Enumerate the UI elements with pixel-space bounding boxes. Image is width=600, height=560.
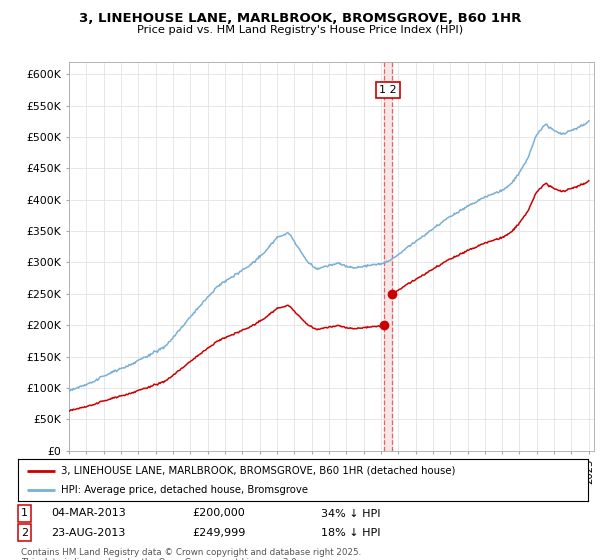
Text: 18% ↓ HPI: 18% ↓ HPI <box>321 528 380 538</box>
Text: £249,999: £249,999 <box>192 528 245 538</box>
Text: Price paid vs. HM Land Registry's House Price Index (HPI): Price paid vs. HM Land Registry's House … <box>137 25 463 35</box>
Text: 2: 2 <box>21 528 28 538</box>
Text: 3, LINEHOUSE LANE, MARLBROOK, BROMSGROVE, B60 1HR: 3, LINEHOUSE LANE, MARLBROOK, BROMSGROVE… <box>79 12 521 25</box>
Text: £200,000: £200,000 <box>192 508 245 519</box>
Text: 1: 1 <box>21 508 28 519</box>
Text: 23-AUG-2013: 23-AUG-2013 <box>51 528 125 538</box>
Text: 1 2: 1 2 <box>379 85 397 95</box>
Bar <box>384 62 392 451</box>
Text: 3, LINEHOUSE LANE, MARLBROOK, BROMSGROVE, B60 1HR (detached house): 3, LINEHOUSE LANE, MARLBROOK, BROMSGROVE… <box>61 465 455 475</box>
Text: 34% ↓ HPI: 34% ↓ HPI <box>321 508 380 519</box>
Text: HPI: Average price, detached house, Bromsgrove: HPI: Average price, detached house, Brom… <box>61 485 308 495</box>
Text: 04-MAR-2013: 04-MAR-2013 <box>51 508 126 519</box>
Text: Contains HM Land Registry data © Crown copyright and database right 2025.
This d: Contains HM Land Registry data © Crown c… <box>21 548 361 560</box>
